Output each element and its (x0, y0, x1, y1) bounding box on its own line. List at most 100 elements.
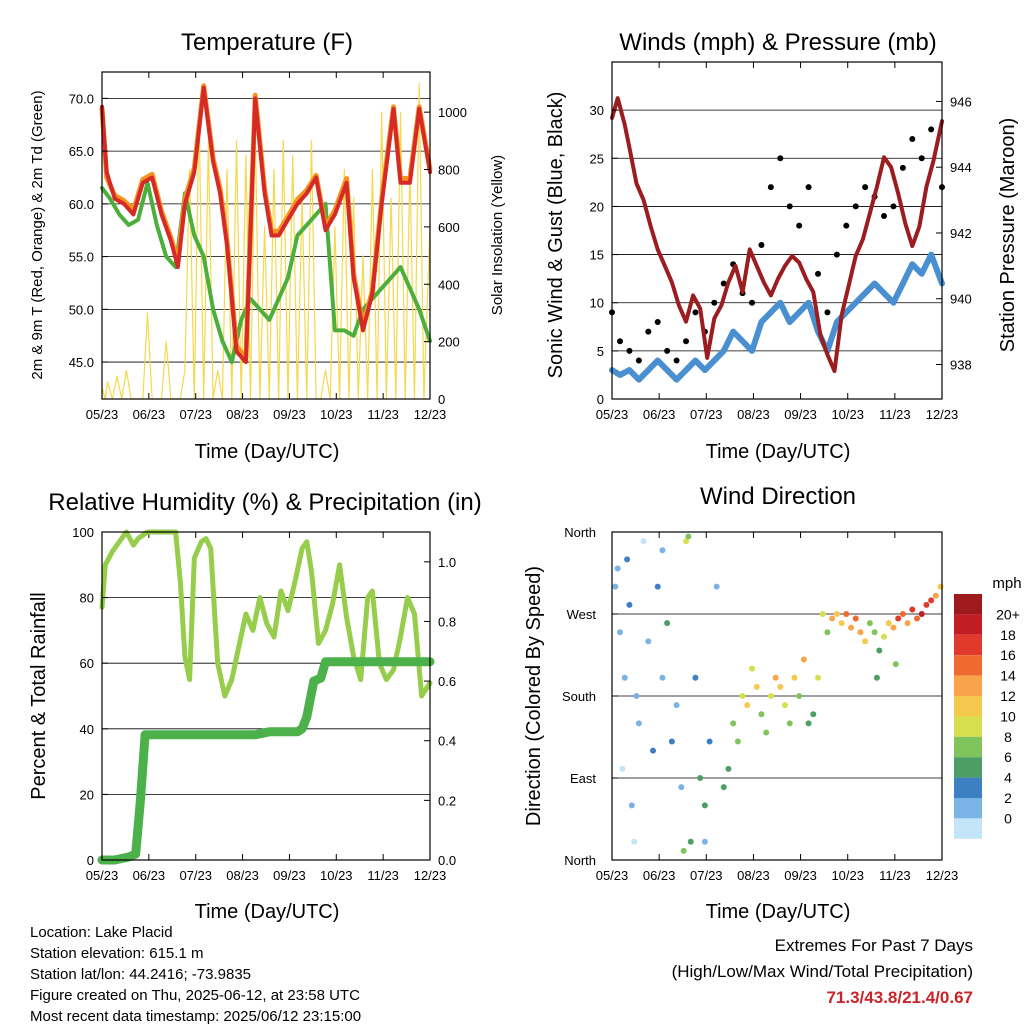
wind-direction-point (687, 838, 694, 845)
wind-direction-point (645, 638, 652, 645)
x-tick-label: 12/23 (414, 407, 447, 422)
wind-direction-point (626, 601, 633, 608)
y-tick-label: 60.0 (69, 197, 94, 212)
gust-point (805, 184, 812, 191)
gust-point (833, 251, 840, 258)
colorbar-swatch (954, 777, 982, 798)
plot-area-3 (102, 532, 430, 860)
gust-point (824, 309, 831, 316)
x-tick-label: 09/23 (784, 407, 817, 422)
y-tick-label-right: 944 (950, 160, 972, 175)
y-tick-label: North (564, 853, 596, 868)
temperature-panel: Temperature (F) Time (Day/UTC) 2m & 9m T… (29, 29, 506, 463)
x-tick-label: 07/23 (179, 407, 212, 422)
x-tick-label: 10/23 (831, 868, 864, 883)
x-tick-label: 05/23 (596, 407, 629, 422)
wind-direction-point (683, 538, 690, 545)
wind-direction-point (640, 538, 647, 545)
gust-point (673, 357, 680, 364)
wind-direction-point (650, 747, 657, 754)
y-tick-label: West (567, 607, 597, 622)
winds-ylabel: Sonic Wind & Gust (Blue, Black) (545, 92, 567, 379)
x-tick-label: 11/23 (367, 868, 399, 883)
colorbar-swatch (954, 696, 982, 717)
humidity-ylabel: Percent & Total Rainfall (28, 592, 50, 800)
wind-direction-point (701, 838, 708, 845)
wind-direction-point (852, 615, 859, 622)
wind-direction-point (777, 683, 784, 690)
colorbar-swatch (954, 614, 982, 635)
x-tick-label: 12/23 (414, 868, 447, 883)
wind-direction-point (720, 784, 727, 791)
y-tick-label: 100 (72, 525, 94, 540)
colorbar-swatch (954, 798, 982, 819)
wind-direction-point (659, 547, 666, 554)
y-tick-label-right: 0.8 (438, 614, 456, 629)
plot-border (101, 71, 431, 400)
colorbar-swatch (954, 655, 982, 676)
x-tick-label: 11/23 (367, 407, 399, 422)
colorbar-swatch (954, 594, 982, 615)
y-tick-label: 50.0 (69, 302, 94, 317)
y-tick-label: 20 (590, 199, 604, 214)
temperature-ylabel-right: Solar Insolation (Yellow) (489, 155, 506, 315)
y-tick-label-right: 0 (438, 392, 445, 407)
wind-direction-point (805, 720, 812, 727)
y-tick-label: 70.0 (69, 91, 94, 106)
gust-point (852, 203, 859, 210)
wind-direction-point (758, 711, 765, 718)
x-tick-label: 08/23 (737, 407, 770, 422)
gust-point (815, 270, 822, 277)
wind-direction-point (824, 629, 831, 636)
gust-point (796, 222, 803, 229)
series-dewpoint-2m (100, 180, 432, 365)
colorbar-label: 14 (1000, 668, 1016, 684)
colorbar-swatch (954, 675, 982, 696)
colorbar-label: 2 (1004, 790, 1012, 806)
colorbar-label: 6 (1004, 749, 1012, 765)
wind-direction-point (914, 615, 921, 622)
colorbar-label: 0 (1004, 810, 1012, 826)
wind-direction-point (654, 583, 661, 590)
gust-point (881, 213, 888, 220)
wind-direction-point (838, 620, 845, 627)
wind-direction-point (612, 583, 619, 590)
wind-direction-point (685, 533, 692, 540)
colorbar-swatch (954, 818, 982, 839)
x-tick-label: 07/23 (690, 407, 723, 422)
wind-direction-point (918, 611, 925, 617)
x-tick-label: 10/23 (320, 868, 353, 883)
wind-direction-point (890, 624, 897, 631)
wind-direction-point (848, 624, 855, 631)
x-tick-label: 08/23 (226, 407, 259, 422)
wind-direction-point (628, 802, 635, 809)
x-tick-label: 08/23 (226, 868, 259, 883)
y-tick-label-right: 938 (950, 357, 972, 372)
y-tick-label-right: 400 (438, 277, 460, 292)
wind-direction-point (772, 674, 779, 681)
wind-direction-point (763, 729, 770, 736)
figure-created: Figure created on Thu, 2025-06-12, at 23… (30, 987, 360, 1004)
wind-direction-point (928, 597, 935, 604)
wind-direction-point (843, 611, 850, 617)
humidity-xlabel: Time (Day/UTC) (195, 901, 340, 923)
y-tick-label: 40 (80, 722, 94, 737)
plot-border (611, 61, 943, 400)
station-location: Location: Lake Placid (30, 924, 173, 941)
wind-direction-point (614, 565, 621, 572)
wind-direction-point (673, 702, 680, 709)
wind-direction-point (621, 674, 628, 681)
extremes-title: Extremes For Past 7 Days (774, 936, 973, 955)
wind-direction-point (692, 674, 699, 681)
station-latlon: Station lat/lon: 44.2416; -73.9835 (30, 966, 252, 983)
wind-direction-xlabel: Time (Day/UTC) (706, 901, 851, 923)
wind-direction-point (829, 615, 836, 622)
gust-point (720, 280, 727, 287)
y-tick-label-right: 940 (950, 292, 972, 307)
gust-point (767, 184, 774, 191)
gust-point (711, 299, 718, 306)
colorbar-swatch (954, 634, 982, 656)
wind-direction-point (730, 720, 737, 727)
colorbar-label: 20+ (996, 606, 1020, 622)
y-tick-label-right: 0.2 (438, 793, 456, 808)
